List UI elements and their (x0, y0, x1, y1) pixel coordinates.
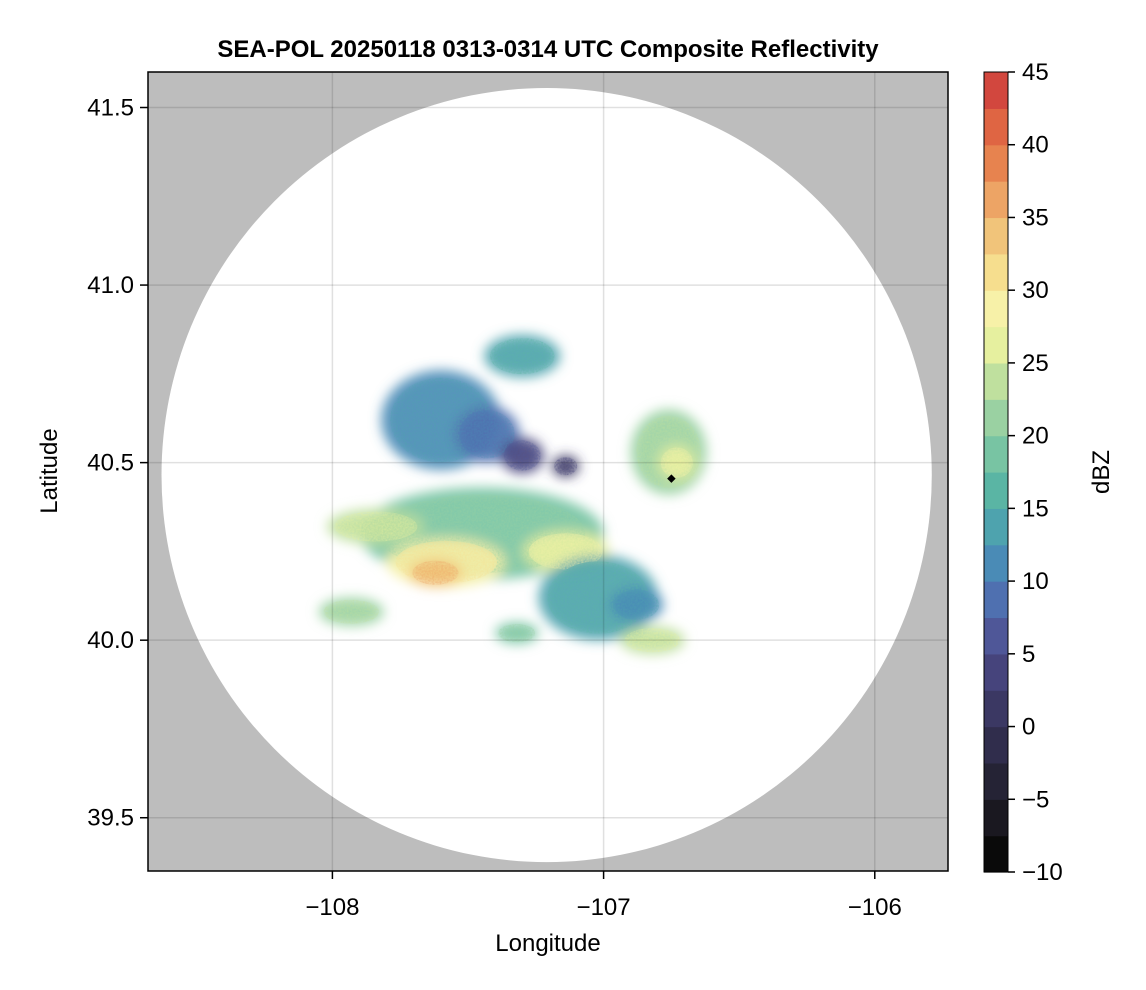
colorbar-swatches (984, 72, 1008, 873)
colorbar-tick-label: −5 (1022, 786, 1049, 813)
colorbar-swatch (984, 435, 1008, 473)
colorbar-tick-label: 0 (1022, 714, 1035, 741)
y-axis-label: Latitude (36, 428, 63, 513)
colorbar-swatch (984, 253, 1008, 291)
echo-speckle-layer (323, 337, 701, 653)
x-tick-label: −108 (305, 894, 359, 921)
colorbar-tick-label: −10 (1022, 859, 1063, 886)
colorbar-swatch (984, 472, 1008, 509)
colorbar-tick-label: 25 (1022, 350, 1049, 377)
colorbar-swatch (984, 181, 1008, 219)
colorbar-swatch (984, 217, 1008, 255)
x-axis-label: Longitude (495, 930, 600, 957)
colorbar-swatch (984, 362, 1008, 400)
y-axis: 39.5 40.0 40.5 41.0 41.5 (87, 95, 148, 832)
colorbar-swatch (984, 144, 1008, 182)
x-axis: −108 −107 −106 (305, 871, 902, 921)
colorbar-tick-label: 30 (1022, 277, 1049, 304)
radar-site (667, 474, 676, 483)
colorbar-ticks: −10 −5 0 5 10 15 20 25 30 35 40 45 (1008, 59, 1063, 886)
colorbar-swatch (984, 108, 1008, 146)
colorbar-tick-label: 35 (1022, 204, 1049, 231)
colorbar-frame (983, 71, 1009, 873)
x-tick-label: −107 (577, 894, 631, 921)
reflectivity-echoes (318, 334, 707, 655)
colorbar-swatch (984, 653, 1008, 691)
colorbar-label: dBZ (1088, 450, 1115, 494)
y-tick-label: 41.0 (87, 272, 134, 299)
y-tick-label: 40.5 (87, 450, 134, 477)
y-tick-label: 41.5 (87, 95, 134, 122)
echo-region-texture (503, 440, 541, 471)
y-tick-label: 39.5 (87, 805, 134, 832)
echo-region-texture (554, 457, 578, 476)
echo-region-texture (528, 533, 603, 570)
colorbar-swatch (984, 581, 1008, 619)
colorbar-swatch (984, 835, 1008, 873)
grid-lines (148, 72, 948, 871)
colorbar-swatch (984, 72, 1008, 109)
echo-region-texture (334, 511, 418, 542)
echo-region-texture (323, 599, 380, 624)
radar-site-marker (667, 474, 676, 483)
echo-region-texture (498, 624, 536, 643)
echo-region-texture (412, 560, 459, 585)
colorbar-swatch (984, 326, 1008, 364)
echo-region-texture (489, 337, 555, 375)
colorbar-swatch (984, 690, 1008, 728)
colorbar-tick-label: 20 (1022, 423, 1049, 450)
colorbar-tick-label: 5 (1022, 641, 1035, 668)
colorbar-swatch (984, 726, 1008, 764)
colorbar-swatch (984, 617, 1008, 655)
colorbar-swatch (984, 290, 1008, 328)
colorbar-swatch (984, 399, 1008, 437)
radar-coverage-circle (161, 87, 932, 863)
chart-title: SEA-POL 20250118 0313-0314 UTC Composite… (217, 36, 879, 63)
echo-region-texture (660, 447, 693, 478)
colorbar-swatch (984, 762, 1008, 800)
colorbar-tick-label: 10 (1022, 568, 1049, 595)
echo-region-texture (624, 628, 681, 653)
x-tick-label: −106 (848, 894, 902, 921)
colorbar-tick-label: 40 (1022, 132, 1049, 159)
plot-frame (147, 71, 949, 872)
colorbar: −10 −5 0 5 10 15 20 25 30 35 40 45 dBZ (983, 59, 1115, 886)
colorbar-tick-label: 45 (1022, 59, 1049, 86)
colorbar-swatch (984, 544, 1008, 582)
y-tick-label: 40.0 (87, 627, 134, 654)
colorbar-tick-label: 15 (1022, 495, 1049, 522)
echo-region-texture (459, 410, 515, 459)
colorbar-swatch (984, 508, 1008, 546)
plot-area (147, 71, 949, 872)
colorbar-swatch (984, 799, 1008, 837)
echo-region-texture (613, 589, 660, 620)
